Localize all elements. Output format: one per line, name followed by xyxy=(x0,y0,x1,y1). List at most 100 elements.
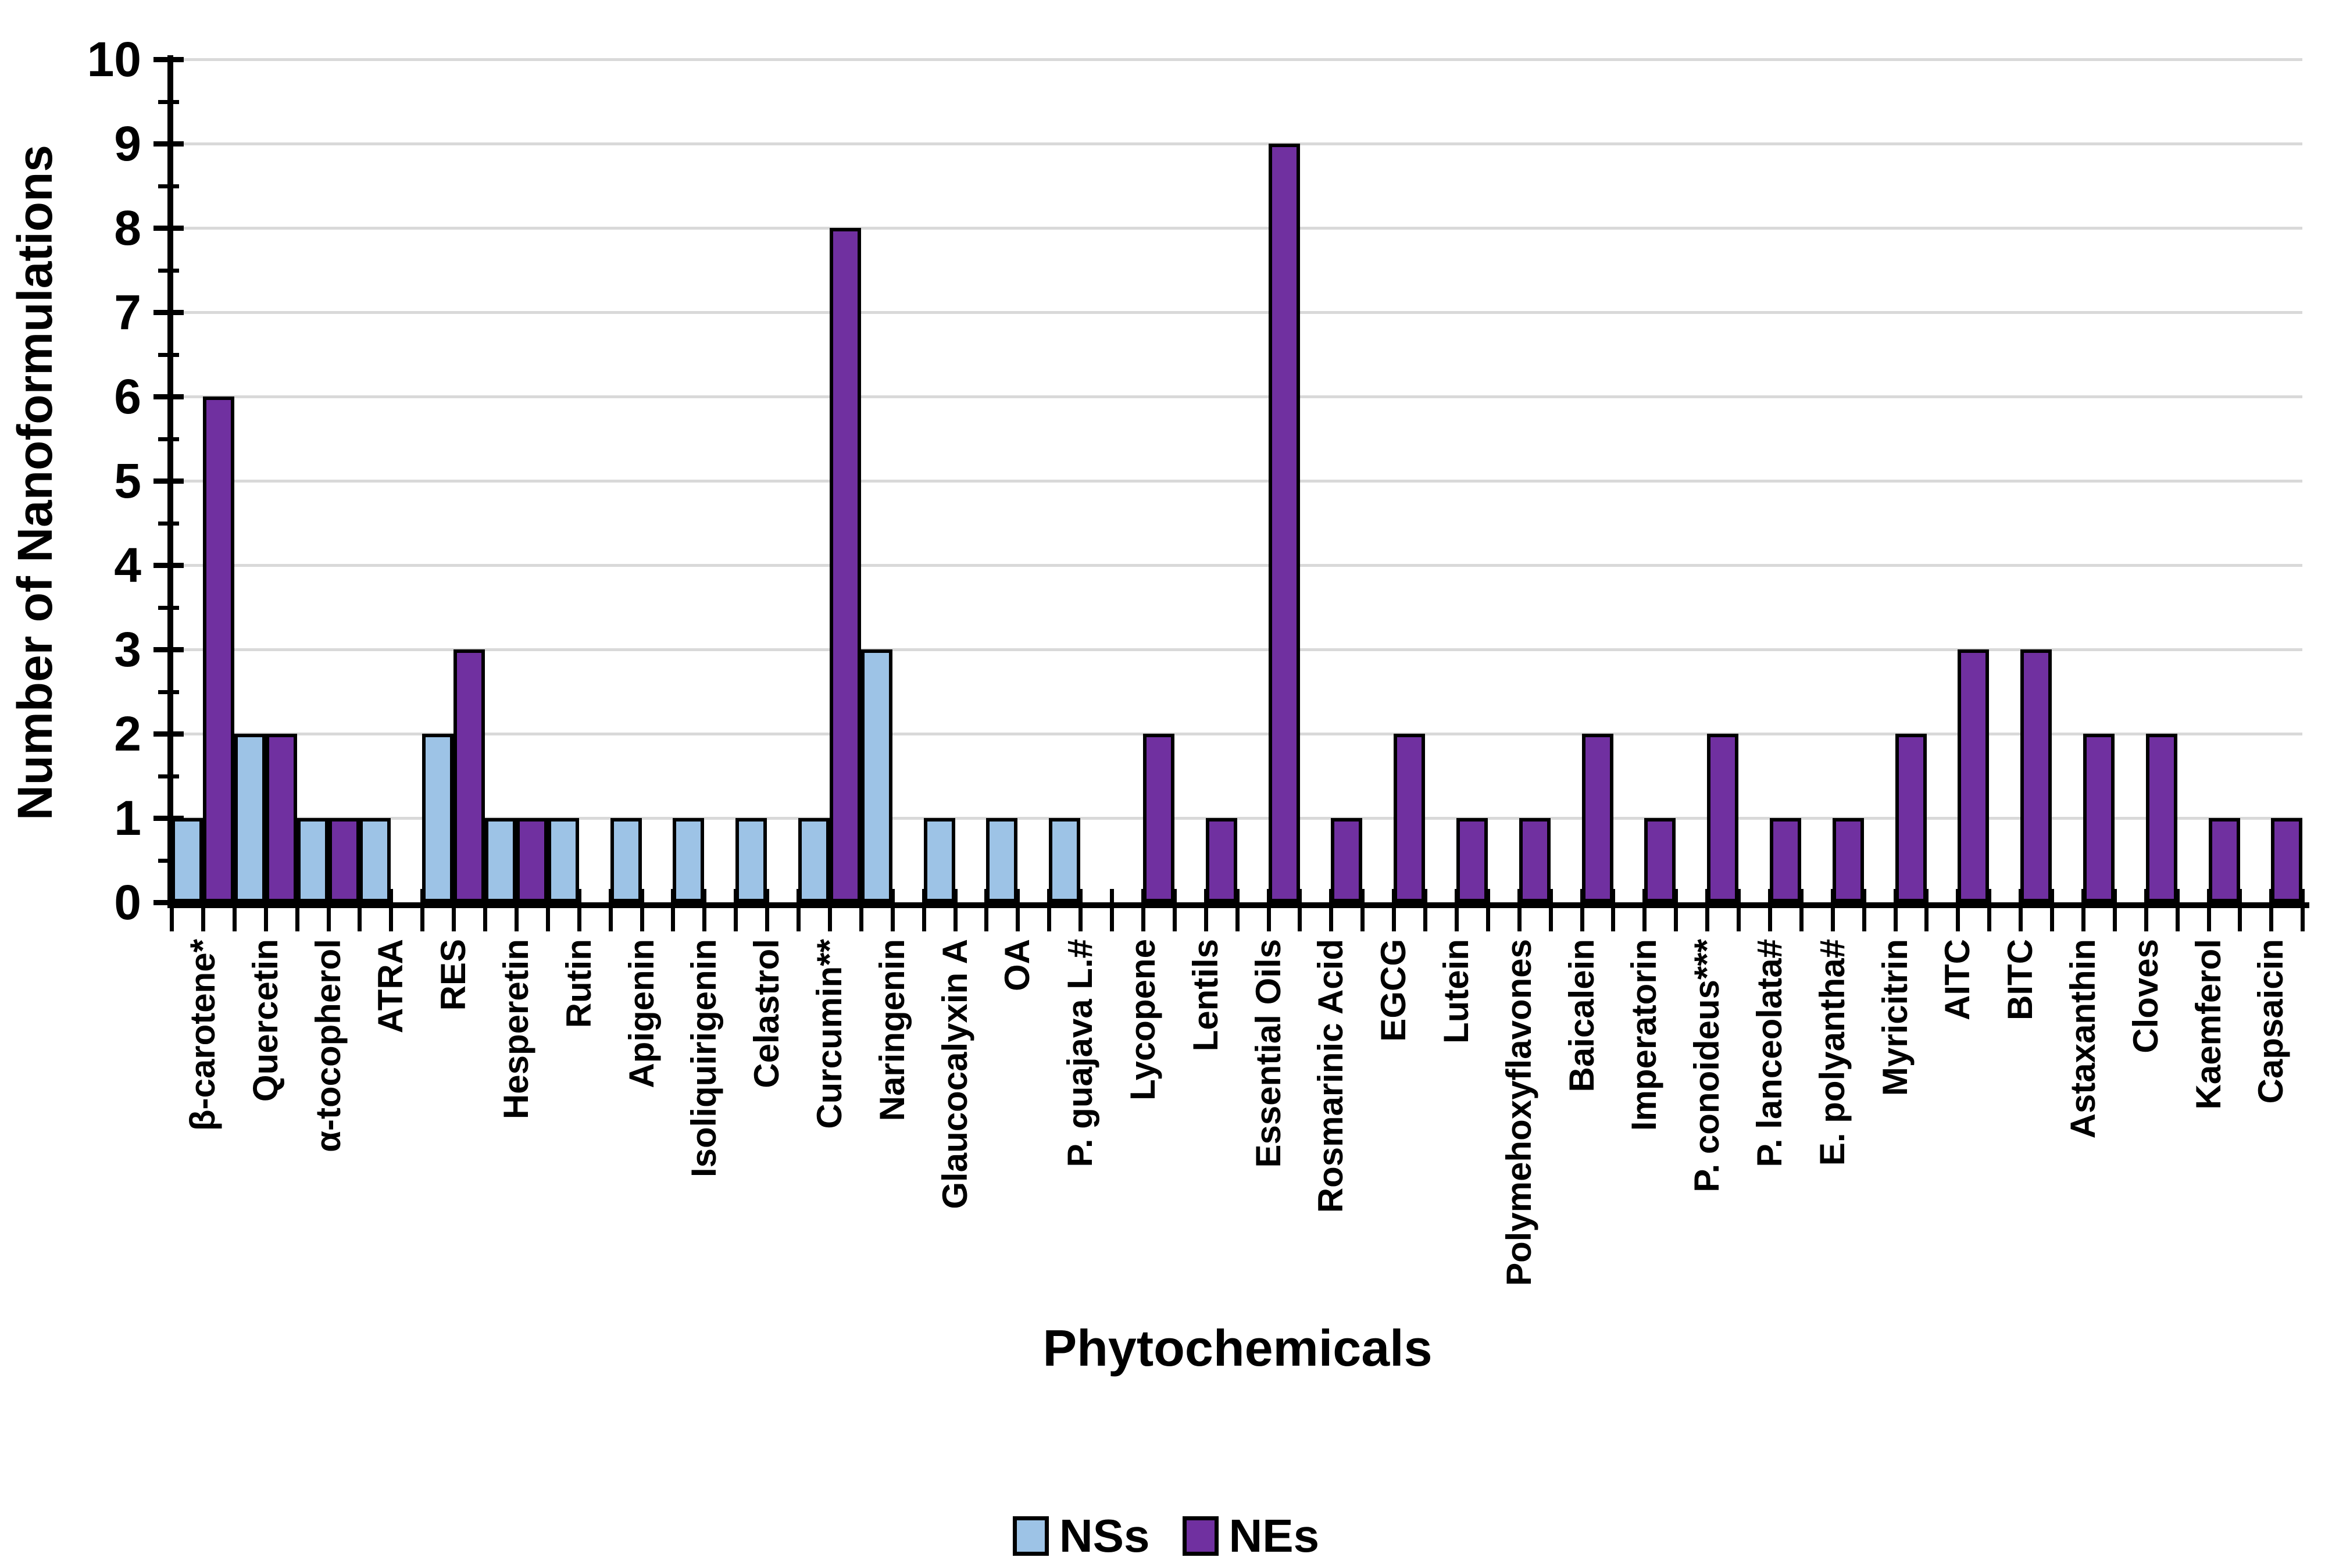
x-axis-tick xyxy=(2269,889,2274,931)
category-label: Essential Oils xyxy=(1248,939,1288,1168)
x-axis-tick xyxy=(922,889,926,931)
category-label: Apigenin xyxy=(622,939,661,1088)
bar-nes xyxy=(1268,144,1300,902)
bar-nes xyxy=(516,818,548,902)
category-label: Hesperetin xyxy=(496,939,535,1120)
x-axis-tick xyxy=(1266,889,1271,931)
x-axis-tick xyxy=(640,889,644,931)
y-axis-line xyxy=(167,55,173,908)
y-tick-label: 5 xyxy=(114,453,141,508)
x-axis-line xyxy=(167,902,2309,908)
bar-nss xyxy=(485,818,516,902)
gridline xyxy=(172,733,2303,735)
bar-nes xyxy=(1832,818,1864,902)
bar-nss xyxy=(359,818,391,902)
x-axis-tick xyxy=(2175,889,2180,931)
x-axis-tick xyxy=(1517,889,1522,931)
bar-nes xyxy=(265,734,297,902)
legend-item-nss: NSs xyxy=(1012,1512,1150,1560)
x-axis-tick xyxy=(232,889,237,931)
x-axis-tick xyxy=(1235,889,1240,931)
x-axis-tick xyxy=(2019,889,2023,931)
gridline xyxy=(172,311,2303,314)
x-axis-tick xyxy=(1454,889,1459,931)
category-label: Lycopene xyxy=(1123,939,1162,1101)
bar-nss xyxy=(172,818,203,902)
gridline xyxy=(172,648,2303,651)
x-axis-tick xyxy=(1392,889,1397,931)
category-label: Astaxanthin xyxy=(2063,939,2102,1139)
legend-swatch-nss xyxy=(1012,1516,1049,1556)
x-axis-tick xyxy=(953,889,958,931)
category-label: β-carotene* xyxy=(183,939,222,1131)
x-axis-tick xyxy=(608,889,613,931)
category-label: Myricitrin xyxy=(1875,939,1915,1096)
gridline xyxy=(172,58,2303,61)
x-axis-tick xyxy=(420,889,425,931)
category-label: Baicalein xyxy=(1562,939,1601,1092)
bar-nss xyxy=(422,734,454,902)
y-tick-label: 8 xyxy=(114,201,141,255)
category-label: Imperatorin xyxy=(1624,939,1664,1131)
bar-nss xyxy=(923,818,955,902)
category-label: Capsaicin xyxy=(2251,939,2291,1104)
category-label: Polymehoxyflavones xyxy=(1499,939,1538,1286)
x-axis-tick xyxy=(2206,889,2211,931)
y-tick-label: 10 xyxy=(87,32,141,87)
bar-nss xyxy=(986,818,1018,902)
x-axis-tick xyxy=(1862,889,1866,931)
bar-nes xyxy=(453,649,485,902)
bar-nss xyxy=(610,818,642,902)
x-axis-tick xyxy=(1956,889,1960,931)
bar-nss xyxy=(297,818,328,902)
y-tick-label: 2 xyxy=(114,706,141,761)
x-axis-tick xyxy=(1830,889,1835,931)
x-axis-tick xyxy=(1047,889,1052,931)
x-axis-tick xyxy=(1548,889,1553,931)
x-axis-tick xyxy=(1172,889,1177,931)
category-label: ATRA xyxy=(371,939,410,1034)
x-axis-tick xyxy=(295,889,299,931)
bar-nes xyxy=(202,397,234,902)
category-label: EGCG xyxy=(1374,939,1413,1042)
bar-nes xyxy=(2145,734,2177,902)
x-axis-tick xyxy=(1016,889,1020,931)
x-axis-tick xyxy=(1110,889,1114,931)
bar-nes xyxy=(2020,649,2052,902)
legend-item-nes: NEs xyxy=(1182,1512,1319,1560)
category-label: Glaucocalyxin A xyxy=(935,939,974,1209)
bar-nes xyxy=(1142,734,1174,902)
bar-nes xyxy=(1707,734,1739,902)
x-axis-tick xyxy=(545,889,550,931)
x-axis-tick xyxy=(1580,889,1584,931)
x-axis-tick xyxy=(827,889,832,931)
x-axis-tick xyxy=(2050,889,2054,931)
x-axis-tick xyxy=(984,889,989,931)
x-axis-tick xyxy=(201,889,205,931)
x-axis-tick xyxy=(797,889,801,931)
legend-swatch-nes xyxy=(1182,1516,1219,1556)
bar-nes xyxy=(1895,734,1927,902)
bar-nss xyxy=(673,818,705,902)
y-tick-label: 1 xyxy=(114,791,141,845)
x-axis-tick xyxy=(1611,889,1616,931)
x-axis-tick xyxy=(1360,889,1365,931)
y-tick-label: 0 xyxy=(114,875,141,930)
x-axis-tick xyxy=(1642,889,1647,931)
category-label: E. polyantha# xyxy=(1812,939,1852,1166)
bar-nss xyxy=(234,734,266,902)
x-axis-tick xyxy=(1799,889,1804,931)
bar-nes xyxy=(1581,734,1613,902)
bar-nes xyxy=(1331,818,1363,902)
x-axis-tick xyxy=(2301,889,2305,931)
bar-nes xyxy=(1394,734,1426,902)
bar-nes xyxy=(328,818,360,902)
category-label: Rutin xyxy=(559,939,598,1028)
x-axis-tick xyxy=(1204,889,1208,931)
x-axis-tick xyxy=(1924,889,1929,931)
x-axis-tick xyxy=(1893,889,1898,931)
gridline xyxy=(172,480,2303,483)
y-tick-label: 9 xyxy=(114,116,141,171)
gridline xyxy=(172,227,2303,230)
